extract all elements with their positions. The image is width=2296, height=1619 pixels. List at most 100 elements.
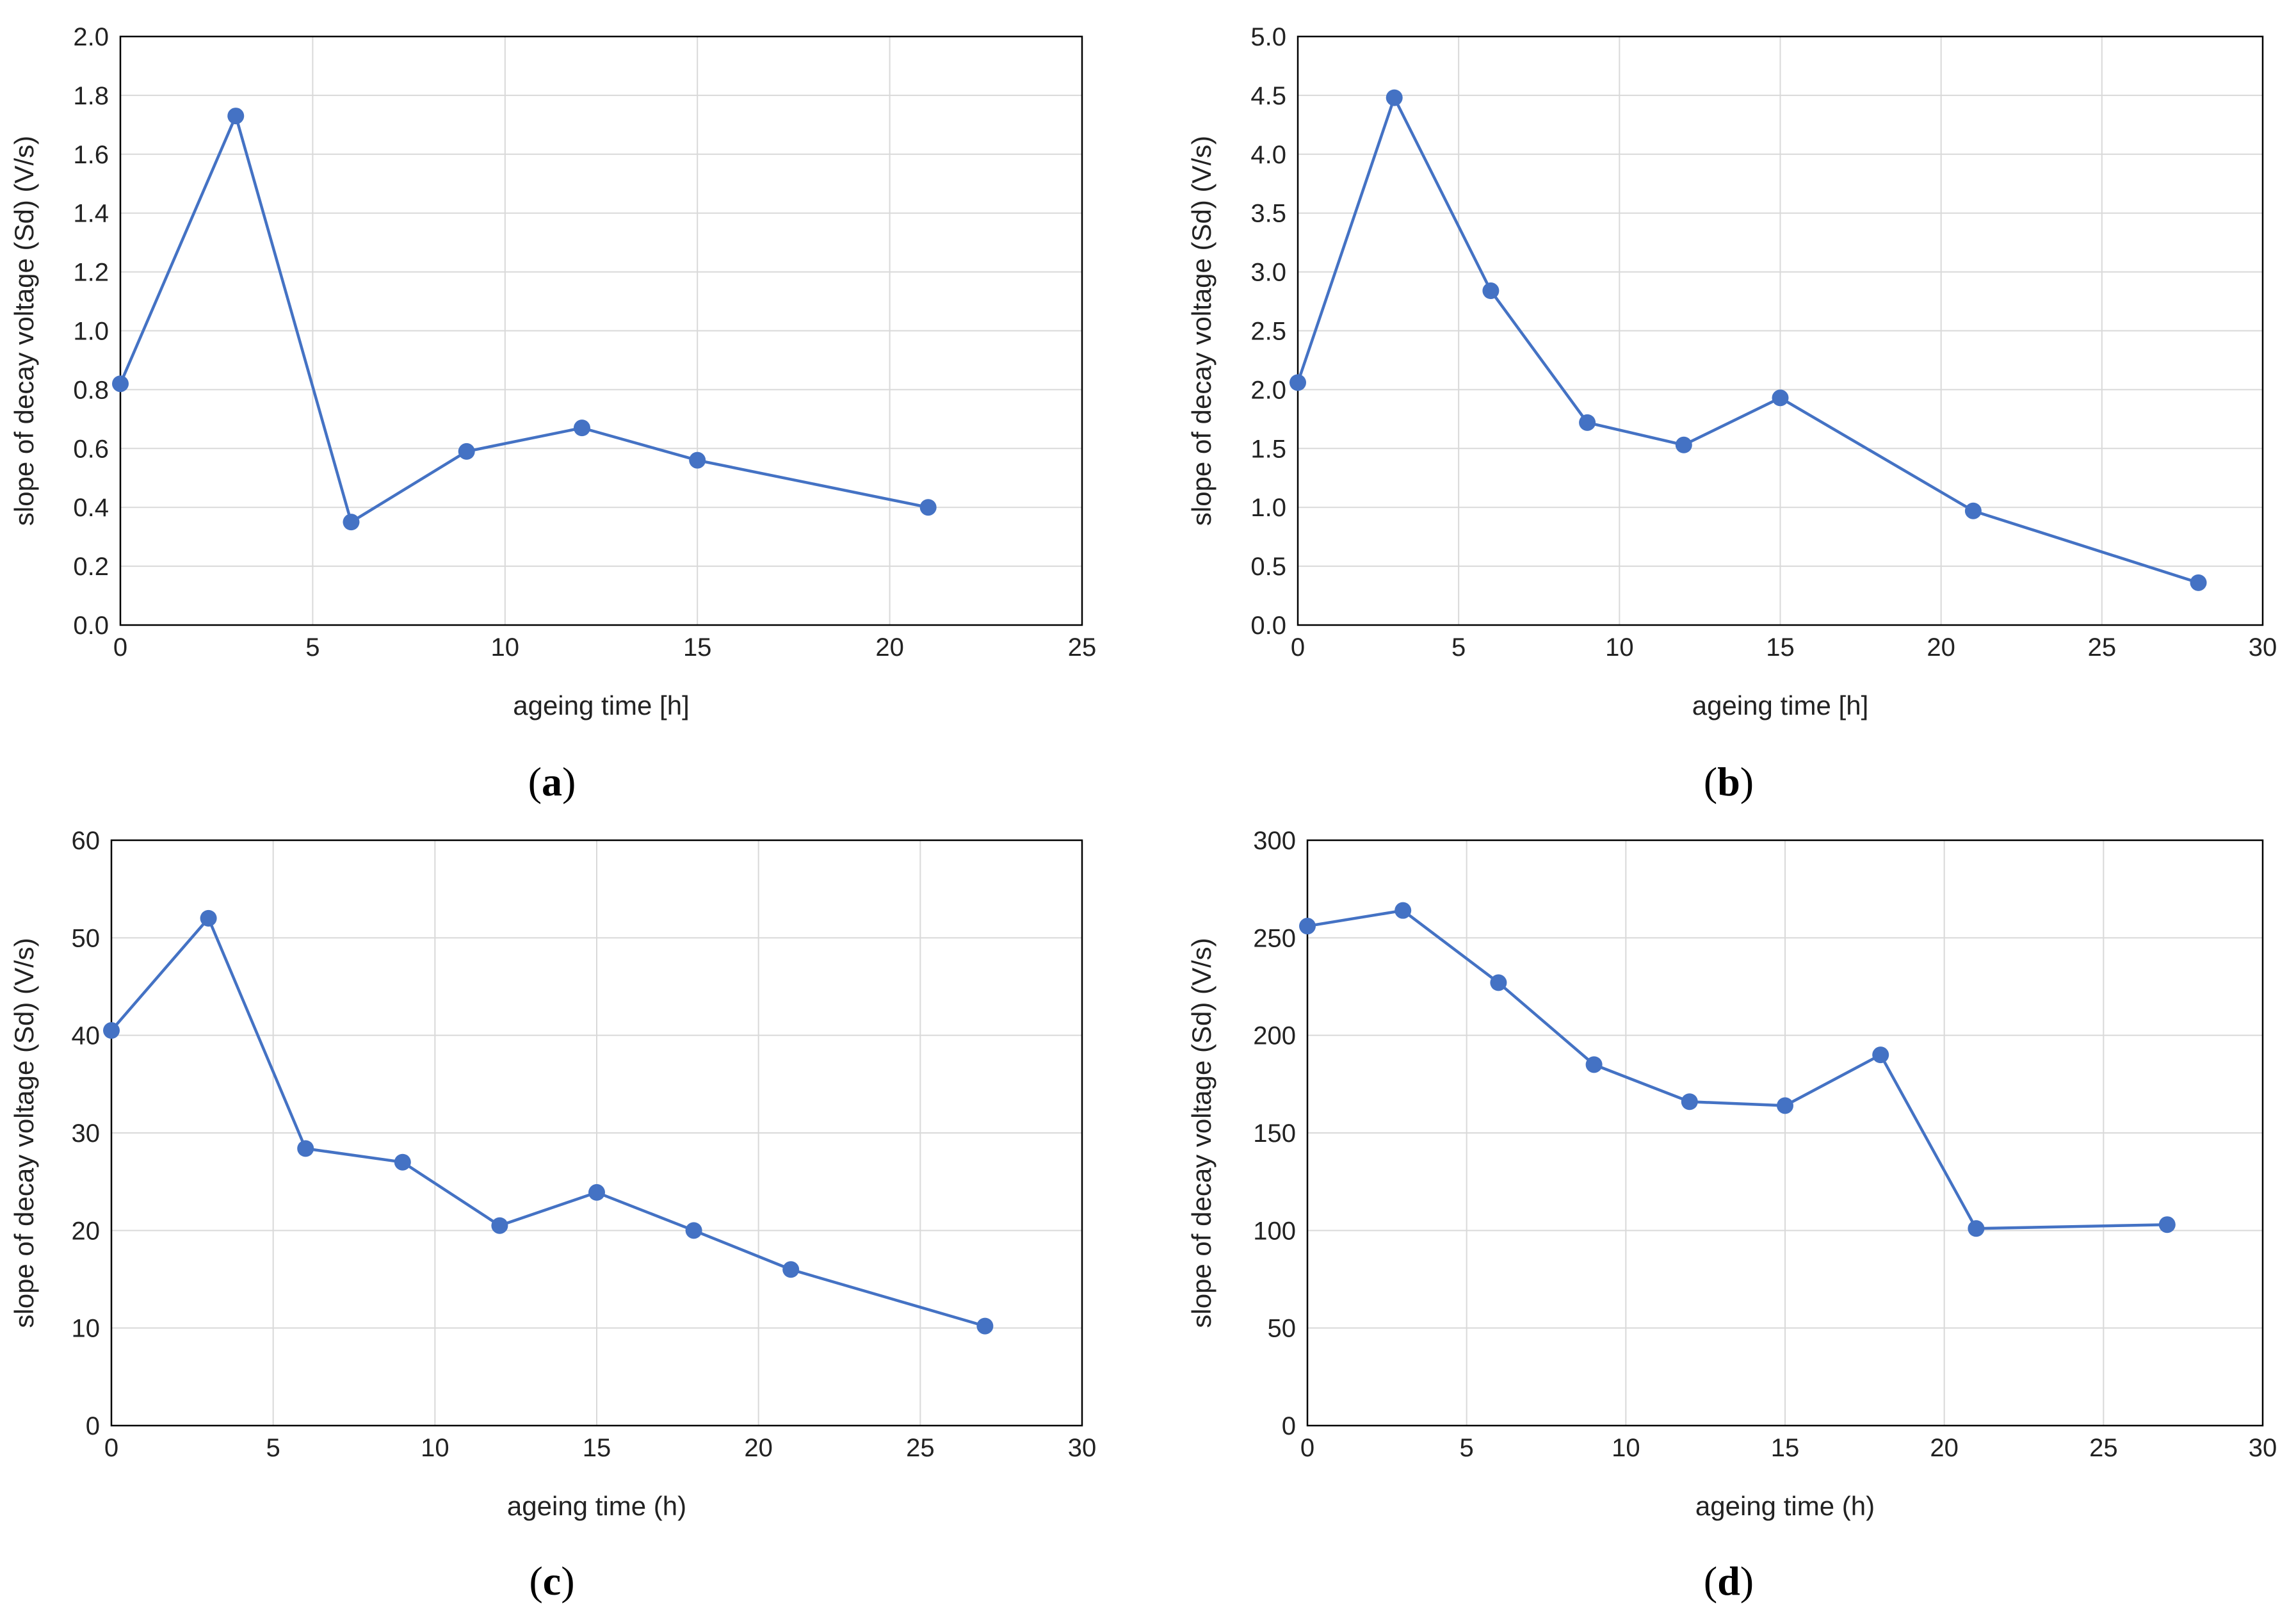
data-point [1579, 414, 1596, 431]
data-point [685, 1222, 702, 1239]
y-tick-label: 0.0 [73, 612, 109, 640]
x-tick-label: 30 [2249, 1434, 2277, 1462]
series-line [110, 916, 986, 1328]
data-point [343, 514, 360, 531]
data-point [1395, 902, 1412, 919]
data-point [394, 1153, 411, 1171]
x-axis-label: ageing time [h] [1692, 690, 1869, 720]
y-tick-label: 0.0 [1250, 612, 1286, 640]
data-point [2158, 1216, 2176, 1233]
x-tick-label: 5 [1460, 1434, 1474, 1462]
x-axis-label: ageing time (h) [1695, 1491, 1875, 1521]
data-point [1482, 282, 1500, 300]
data-point [1299, 918, 1316, 935]
x-tick-label: 5 [1451, 633, 1466, 662]
data-point [200, 909, 217, 927]
x-tick-label: 10 [1605, 633, 1634, 662]
x-tick-label: 15 [583, 1434, 611, 1462]
y-tick-label: 1.6 [73, 141, 109, 169]
data-point [1490, 974, 1507, 991]
y-tick-label: 60 [72, 827, 101, 855]
caption-a: (a) [528, 759, 576, 804]
data-point [919, 499, 937, 516]
data-point [2190, 574, 2207, 591]
series-line [1307, 909, 2167, 1230]
y-tick-label: 0 [1282, 1412, 1296, 1440]
x-tick-label: 20 [1930, 1434, 1959, 1462]
x-tick-label: 10 [491, 633, 520, 662]
data-point [1772, 389, 1789, 407]
data-point [491, 1217, 508, 1234]
series-line [1296, 96, 2199, 584]
data-point [1968, 1220, 1985, 1237]
x-axis-label: ageing time [h] [513, 690, 690, 720]
y-tick-label: 3.0 [1250, 259, 1286, 287]
caption-d: (d) [1703, 1558, 1754, 1604]
y-tick-label: 30 [72, 1119, 101, 1148]
data-point [1777, 1097, 1793, 1114]
y-tick-label: 40 [72, 1022, 101, 1050]
x-tick-label: 5 [305, 633, 319, 662]
y-tick-label: 0.5 [1250, 553, 1286, 581]
caption-c: (c) [529, 1558, 575, 1604]
data-point [573, 419, 590, 437]
y-tick-label: 0 [86, 1412, 100, 1440]
y-tick-label: 100 [1253, 1217, 1296, 1245]
chart-panel-c: 0 5 10 15 20 25 30 0 10 20 30 40 50 60 ageing time (h)… [0, 810, 1148, 1619]
x-tick-label: 25 [906, 1434, 935, 1462]
chart-svg-c: 0 5 10 15 20 25 30 0 10 20 30 40 50 60 ageing time (h)… [9, 827, 1097, 1521]
y-tick-label: 1.5 [1250, 435, 1286, 463]
y-tick-label: 0.6 [73, 435, 109, 463]
data-point [227, 108, 245, 125]
y-tick-label: 1.0 [1250, 494, 1286, 522]
x-tick-label: 30 [2249, 633, 2277, 662]
y-tick-label: 0.2 [73, 553, 109, 581]
plot-frame [119, 35, 1083, 626]
data-point [458, 443, 475, 460]
plot-frame [1306, 839, 2264, 1427]
chart-svg-b: 0 5 10 15 20 25 30 0.0 0.5 1.0 1.5 2.0 2.5 3.0 3.5 4.0 4… [1186, 23, 2277, 720]
chart-panel-a: 0 5 10 15 20 25 0.0 0.2 0.4 0.6 0.8 1.0 1.2 1.4 1.6 1.8… [0, 0, 1148, 810]
x-tick-label: 0 [1291, 633, 1305, 662]
y-axis-label: slope of decay voltage (Sd) (V/s) [1186, 136, 1217, 526]
y-tick-label: 1.4 [73, 200, 109, 228]
y-tick-label: 1.0 [73, 318, 109, 346]
y-tick-label: 0.4 [73, 494, 109, 522]
y-tick-label: 2.0 [73, 23, 109, 51]
x-tick-label: 0 [1300, 1434, 1314, 1462]
y-tick-label: 3.5 [1250, 200, 1286, 228]
y-tick-label: 4.0 [1250, 141, 1286, 169]
x-tick-label: 20 [744, 1434, 773, 1462]
chart-panel-d: 0 5 10 15 20 25 30 0 50 100 150 200 250 300 ageing tim… [1148, 810, 2296, 1619]
y-tick-label: 50 [1268, 1315, 1297, 1343]
y-axis-label: slope of decay voltage (Sd) (V/s) [1186, 938, 1217, 1328]
x-tick-label: 25 [1068, 633, 1097, 662]
y-tick-label: 0.8 [73, 376, 109, 404]
y-tick-label: 250 [1253, 924, 1296, 952]
x-tick-label: 0 [104, 1434, 118, 1462]
x-tick-label: 20 [1927, 633, 1955, 662]
x-axis-label: ageing time (h) [507, 1491, 686, 1521]
y-tick-label: 2.5 [1250, 318, 1286, 346]
data-point [1289, 374, 1306, 391]
x-tick-label: 15 [683, 633, 712, 662]
x-tick-label: 10 [421, 1434, 449, 1462]
data-point [103, 1022, 120, 1039]
plot-frame [1297, 35, 2264, 626]
x-tick-label: 25 [2089, 1434, 2118, 1462]
series-line [118, 114, 929, 524]
x-tick-label: 30 [1068, 1434, 1097, 1462]
data-point [1872, 1046, 1889, 1064]
y-tick-label: 150 [1253, 1119, 1296, 1148]
x-tick-label: 15 [1766, 633, 1795, 662]
y-tick-label: 1.2 [73, 259, 109, 287]
x-tick-label: 10 [1612, 1434, 1640, 1462]
data-point [1681, 1093, 1698, 1111]
data-point [112, 375, 129, 393]
x-tick-label: 5 [266, 1434, 280, 1462]
data-point [1386, 89, 1403, 106]
data-point [588, 1184, 605, 1201]
data-point [689, 452, 706, 469]
data-point [297, 1140, 314, 1157]
data-point [1675, 436, 1692, 453]
